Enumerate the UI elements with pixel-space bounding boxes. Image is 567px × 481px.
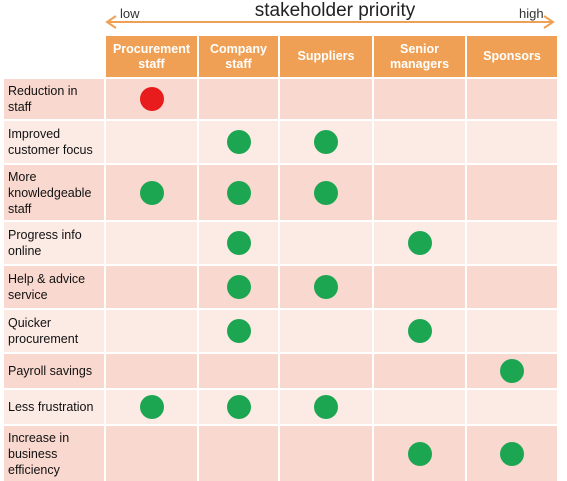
corner-cell [4,36,104,77]
matrix-cell [199,390,278,424]
matrix-cell [199,266,278,308]
row-label: Progress info online [4,222,104,264]
matrix-cell [467,222,557,264]
matrix-cell [199,79,278,119]
green-dot-icon [407,231,432,255]
green-dot-icon [500,441,524,466]
matrix-cell [467,310,557,352]
green-dot-icon [139,180,164,205]
matrix-cell [467,121,557,163]
axis-title: stakeholder priority [254,0,416,21]
row-label: Improved customer focus [4,121,104,163]
matrix-cell [280,165,372,220]
matrix-cell [199,354,278,388]
green-dot-icon [226,395,251,419]
green-dot-icon [407,441,432,466]
matrix-cell [374,165,465,220]
red-dot-icon [139,87,164,111]
matrix-cell [106,266,197,308]
matrix-cell [374,390,465,424]
green-dot-icon [139,395,164,419]
matrix-cell [280,222,372,264]
row-label: Less frustration [4,390,104,424]
matrix-cell [374,310,465,352]
matrix-cell [280,266,372,308]
matrix-cell [280,121,372,163]
axis-high-label: high [519,6,544,21]
matrix-cell [106,222,197,264]
green-dot-icon [314,130,338,154]
row-label: Reduction in staff [4,79,104,119]
matrix-cell [199,165,278,220]
matrix-cell [280,426,372,481]
green-dot-icon [314,180,338,205]
matrix-cell [374,222,465,264]
matrix-cell [280,310,372,352]
priority-matrix: Procurement staff Company staff Supplier… [4,36,557,481]
row-label: Quicker procurement [4,310,104,352]
green-dot-icon [226,130,251,154]
matrix-cell [106,121,197,163]
matrix-cell [374,79,465,119]
matrix-cell [467,354,557,388]
matrix-cell [199,222,278,264]
matrix-cell [280,354,372,388]
matrix-cell [199,426,278,481]
matrix-cell [106,390,197,424]
matrix-cell [467,79,557,119]
matrix-cell [467,426,557,481]
green-dot-icon [226,180,251,205]
axis-low-label: low [120,6,140,21]
matrix-cell [374,426,465,481]
matrix-cell [199,121,278,163]
matrix-cell [374,354,465,388]
green-dot-icon [226,275,251,299]
matrix-cell [467,390,557,424]
row-label: Help & advice service [4,266,104,308]
matrix-cell [106,79,197,119]
green-dot-icon [226,319,251,343]
green-dot-icon [407,319,432,343]
column-header-company-staff: Company staff [199,36,278,77]
green-dot-icon [226,231,251,255]
matrix-cell [374,121,465,163]
green-dot-icon [314,275,338,299]
matrix-cell [106,426,197,481]
column-header-suppliers: Suppliers [280,36,372,77]
green-dot-icon [314,395,338,419]
row-label: Payroll savings [4,354,104,388]
matrix-cell [280,79,372,119]
row-label: Increase in business efficiency [4,426,104,481]
column-header-procurement-staff: Procurement staff [106,36,197,77]
matrix-cell [467,266,557,308]
matrix-cell [280,390,372,424]
column-header-sponsors: Sponsors [467,36,557,77]
matrix-cell [467,165,557,220]
matrix-cell [199,310,278,352]
green-dot-icon [500,359,524,383]
matrix-cell [106,165,197,220]
column-header-senior-managers: Senior managers [374,36,465,77]
priority-arrow-icon [105,15,555,29]
row-label: More knowledgeable staff [4,165,104,220]
matrix-cell [106,310,197,352]
matrix-cell [106,354,197,388]
matrix-cell [374,266,465,308]
